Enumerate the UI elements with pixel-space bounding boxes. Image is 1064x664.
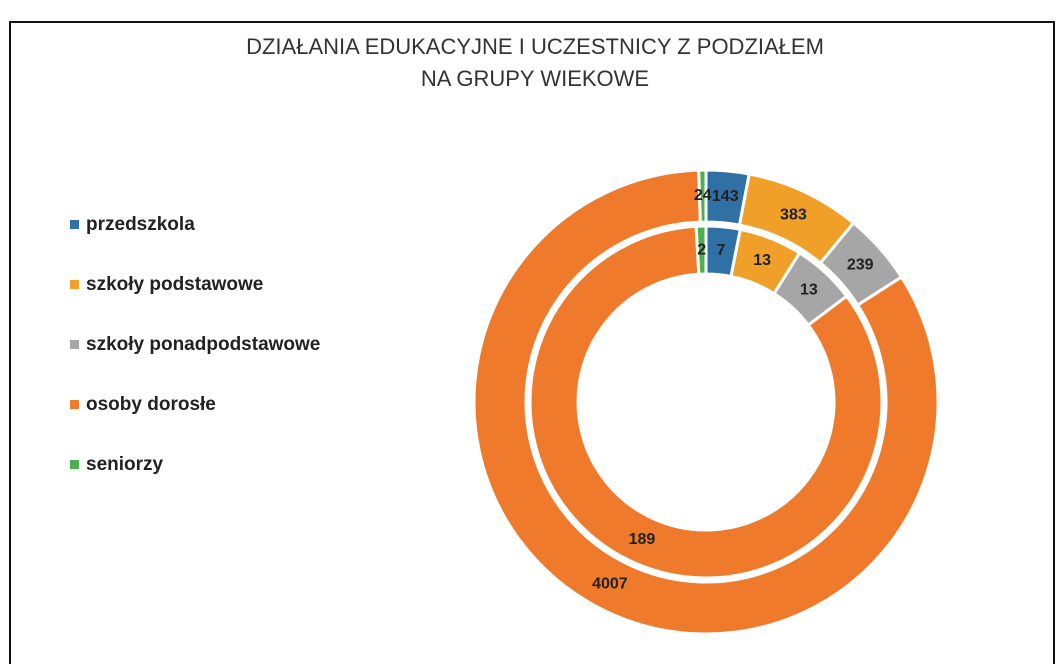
- legend-label: seniorzy: [86, 454, 164, 475]
- data-label: 239: [847, 257, 874, 274]
- frame: [9, 21, 1055, 664]
- donut-segment: [472, 168, 940, 636]
- data-label: 4007: [592, 575, 628, 592]
- data-label: 13: [800, 281, 818, 298]
- donut-segment: [528, 224, 884, 580]
- legend-label: osoby dorosłe: [86, 394, 216, 415]
- legend-swatch: [70, 400, 79, 409]
- data-label: 143: [712, 188, 739, 205]
- donut-segment: [697, 168, 708, 224]
- data-label: 13: [753, 252, 771, 269]
- data-label: 2: [697, 241, 706, 258]
- data-label: 189: [629, 531, 656, 548]
- chart-title: DZIAŁANIA EDUKACYJNE I UCZESTNICY Z PODZ…: [246, 34, 824, 59]
- legend-label: szkoły podstawowe: [86, 274, 263, 295]
- legend-swatch: [70, 220, 79, 229]
- legend-swatch: [70, 340, 79, 349]
- data-label: 24: [694, 187, 712, 204]
- legend-label: szkoły ponadpodstawowe: [86, 334, 320, 355]
- donut-segment: [694, 224, 708, 276]
- legend-swatch: [70, 280, 79, 289]
- chart-title: NA GRUPY WIEKOWE: [421, 66, 649, 91]
- data-label: 7: [716, 242, 725, 259]
- data-label: 383: [780, 207, 807, 224]
- legend-swatch: [70, 460, 79, 469]
- legend-label: przedszkola: [86, 214, 195, 235]
